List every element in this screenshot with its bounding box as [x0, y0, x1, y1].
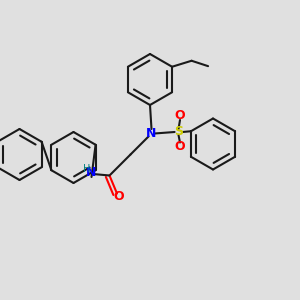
Text: S: S [174, 125, 183, 139]
Text: O: O [113, 190, 124, 203]
Text: N: N [86, 166, 97, 179]
Text: H: H [83, 164, 90, 174]
Text: O: O [175, 109, 185, 122]
Text: N: N [146, 127, 157, 140]
Text: O: O [175, 140, 185, 154]
